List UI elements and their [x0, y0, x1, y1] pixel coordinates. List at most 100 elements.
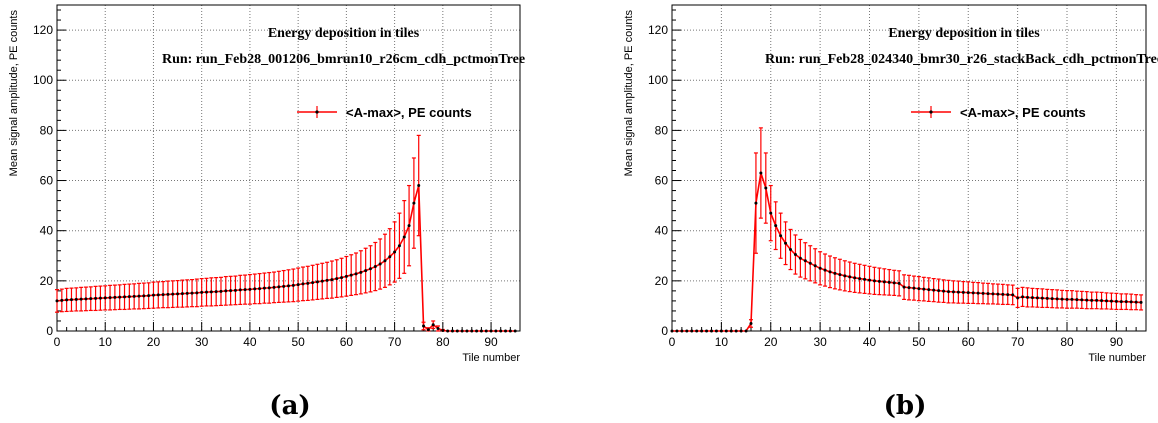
data-point: [769, 212, 772, 215]
data-point: [932, 289, 935, 292]
data-point: [273, 286, 276, 289]
data-point: [843, 274, 846, 277]
data-point: [359, 271, 362, 274]
data-point: [987, 292, 990, 295]
data-point: [735, 330, 738, 333]
data-point: [1066, 298, 1069, 301]
data-point: [1095, 299, 1098, 302]
data-point: [350, 274, 353, 277]
data-point: [730, 330, 733, 333]
data-point: [446, 330, 449, 333]
panel-caption: (a): [269, 391, 310, 421]
x-tick-label: 40: [243, 335, 257, 349]
chart-title: Energy deposition in tiles: [888, 26, 1040, 41]
data-point: [1110, 300, 1113, 303]
data-point: [710, 330, 713, 333]
x-tick-label: 60: [340, 335, 354, 349]
data-point: [166, 293, 169, 296]
x-tick-label: 70: [1011, 335, 1025, 349]
data-point: [494, 330, 497, 333]
data-point: [764, 187, 767, 190]
data-point: [142, 294, 145, 297]
data-point: [819, 267, 822, 270]
y-tick-label: 0: [46, 324, 53, 338]
data-point: [80, 298, 83, 301]
legend-marker: [929, 110, 932, 113]
data-point: [888, 281, 891, 284]
data-point: [1021, 295, 1024, 298]
data-point: [789, 248, 792, 251]
data-point: [268, 286, 271, 289]
x-tick-label: 50: [291, 335, 305, 349]
data-point: [675, 330, 678, 333]
data-point: [248, 288, 251, 291]
data-point: [1031, 296, 1034, 299]
data-point: [465, 330, 468, 333]
data-point: [509, 330, 512, 333]
x-tick-label: 90: [1110, 335, 1124, 349]
x-tick-label: 20: [764, 335, 778, 349]
data-point: [991, 292, 994, 295]
data-point: [417, 184, 420, 187]
data-point: [863, 278, 866, 281]
data-point: [205, 291, 208, 294]
data-point: [1001, 293, 1004, 296]
data-point: [1046, 297, 1049, 300]
x-tick-label: 0: [54, 335, 61, 349]
data-point: [695, 330, 698, 333]
y-tick-label: 100: [648, 73, 668, 87]
y-tick-label: 100: [33, 73, 53, 87]
data-point: [720, 330, 723, 333]
x-tick-label: 30: [195, 335, 209, 349]
data-point: [234, 289, 237, 292]
data-point: [1036, 296, 1039, 299]
data-point: [224, 289, 227, 292]
data-point: [700, 330, 703, 333]
data-point: [829, 270, 832, 273]
y-tick-label: 80: [40, 123, 54, 137]
y-axis-title: Mean signal amplitude, PE counts: [623, 10, 635, 177]
data-point: [912, 287, 915, 290]
data-point: [824, 269, 827, 272]
data-point: [898, 282, 901, 285]
data-point: [690, 330, 693, 333]
data-point: [437, 327, 440, 330]
y-tick-label: 60: [655, 174, 669, 188]
data-point: [475, 330, 478, 333]
data-point: [977, 292, 980, 295]
data-point: [952, 290, 955, 293]
data-point: [99, 297, 102, 300]
data-point: [157, 293, 160, 296]
y-tick-label: 80: [655, 123, 669, 137]
data-point: [485, 330, 488, 333]
x-tick-label: 10: [99, 335, 113, 349]
data-point: [412, 202, 415, 205]
data-point: [456, 330, 459, 333]
data-point: [94, 297, 97, 300]
data-point: [258, 287, 261, 290]
data-point: [229, 289, 232, 292]
data-point: [441, 329, 444, 332]
chart-subtitle: Run: run_Feb28_024340_bmr30_r26_stackBac…: [765, 52, 1158, 67]
chart-title: Energy deposition in tiles: [268, 26, 420, 41]
data-point: [147, 294, 150, 297]
data-point: [514, 330, 517, 333]
data-point: [109, 296, 112, 299]
data-point: [1115, 300, 1118, 303]
x-tick-label: 80: [436, 335, 450, 349]
data-point: [947, 290, 950, 293]
data-point: [1140, 301, 1143, 304]
data-point: [374, 265, 377, 268]
data-point: [680, 330, 683, 333]
data-point: [388, 255, 391, 258]
data-point: [740, 330, 743, 333]
data-point: [297, 283, 300, 286]
data-point: [1085, 299, 1088, 302]
data-point: [393, 251, 396, 254]
data-point: [340, 276, 343, 279]
data-point: [996, 293, 999, 296]
data-point: [1080, 298, 1083, 301]
data-point: [330, 278, 333, 281]
data-point: [195, 291, 198, 294]
